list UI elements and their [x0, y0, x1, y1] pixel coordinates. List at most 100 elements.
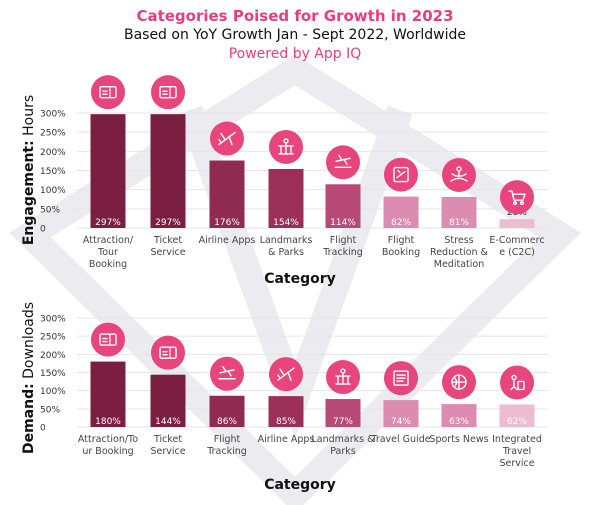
x-tick-label: Ticket	[153, 434, 182, 445]
y-tick-label: 100%	[40, 186, 66, 196]
cart-icon	[500, 180, 534, 215]
x-tick-label: Airline Apps	[258, 434, 315, 445]
x-axis-label: Category	[264, 477, 336, 493]
data-label: 81%	[449, 218, 469, 228]
bar	[325, 399, 361, 427]
x-tick-label: Parks	[330, 446, 356, 457]
chart-2: 0 50% 100% 150% 200% 250% 300%Demand: Download…	[21, 302, 548, 493]
booking-icon	[384, 157, 418, 192]
data-label: 176%	[214, 218, 240, 228]
x-tick-label: Flight	[330, 235, 357, 246]
meditation-icon	[442, 157, 476, 192]
data-label: 62%	[507, 417, 527, 427]
bar	[268, 168, 304, 228]
x-tick-label: Integrated	[492, 434, 542, 445]
y-tick-label: 200%	[40, 351, 66, 361]
page-title: Categories Poised for Growth in 2023	[136, 7, 454, 25]
data-label: 86%	[217, 417, 237, 427]
data-label: 154%	[273, 218, 299, 228]
page-subtitle: Based on YoY Growth Jan - Sept 2022, Wor…	[123, 27, 467, 43]
y-tick-label: 50%	[40, 405, 60, 415]
x-tick-label: Sports News	[429, 434, 488, 445]
x-tick-label: Tracking	[322, 247, 363, 258]
data-label: 85%	[276, 417, 296, 427]
x-axis-label: Category	[264, 271, 336, 287]
x-tick-label: Flight	[388, 235, 415, 246]
x-tick-label: Meditation	[434, 259, 484, 270]
airplane-icon	[210, 121, 244, 156]
bar	[150, 374, 186, 427]
y-axis-label: Demand: Downloads	[21, 302, 37, 454]
data-label: 297%	[155, 218, 181, 228]
x-tick-label: Flight	[214, 434, 241, 445]
x-tick-label: Stress	[444, 235, 473, 246]
x-tick-label: & Parks	[268, 247, 304, 258]
x-tick-label: Travel Guide	[370, 434, 430, 445]
y-tick-label: 100%	[40, 387, 66, 397]
bar	[383, 196, 419, 228]
powered-by: Powered by App IQ	[228, 46, 362, 62]
bar	[90, 114, 126, 228]
y-axis-label: Engagement: Hours	[21, 95, 37, 245]
x-tick-label: Service	[150, 446, 185, 457]
y-tick-label: 200%	[40, 148, 66, 158]
x-tick-label: Reduction &	[430, 247, 489, 258]
x-tick-label: Tour	[97, 247, 118, 258]
y-tick-label: 250%	[40, 333, 66, 343]
data-label: 74%	[391, 417, 411, 427]
x-tick-label: Service	[150, 247, 185, 258]
bar	[383, 400, 419, 427]
landmark-icon	[269, 129, 303, 164]
x-tick-label: E-Commerc	[489, 235, 544, 246]
x-tick-label: Landmarks &	[311, 434, 375, 445]
x-tick-label: Travel	[502, 446, 531, 457]
sports-icon	[442, 365, 476, 400]
bar	[209, 395, 245, 427]
landmark-icon	[326, 360, 360, 395]
airplane-icon	[269, 357, 303, 392]
x-tick-label: Booking	[89, 259, 127, 270]
ticket-icon	[151, 335, 185, 370]
y-tick-label: 250%	[40, 129, 66, 139]
bar	[90, 361, 126, 427]
data-label: 180%	[95, 417, 121, 427]
data-label: 144%	[155, 417, 181, 427]
data-label: 82%	[391, 218, 411, 228]
x-tick-label: Ticket	[153, 235, 182, 246]
ticket-icon	[91, 75, 125, 110]
x-tick-label: Airline Apps	[199, 235, 256, 246]
y-tick-label: 150%	[40, 369, 66, 379]
bar	[499, 219, 535, 228]
y-tick-label: 300%	[40, 110, 66, 120]
data-label: 77%	[333, 417, 353, 427]
chart-1: 0 50% 100% 150% 200% 250% 300%Engagement: Hour…	[21, 75, 548, 287]
ticket-icon	[151, 75, 185, 110]
bar	[325, 184, 361, 228]
bar	[150, 114, 186, 228]
data-label: 297%	[95, 218, 121, 228]
y-tick-label: 0	[40, 424, 46, 434]
y-tick-label: 50%	[40, 205, 60, 215]
data-label: 63%	[449, 417, 469, 427]
x-tick-label: Landmarks	[260, 235, 313, 246]
y-tick-label: 150%	[40, 167, 66, 177]
y-tick-label: 0	[40, 225, 46, 235]
x-tick-label: Attraction/	[83, 235, 134, 246]
x-tick-label: e (C2C)	[499, 247, 535, 258]
bar	[441, 404, 477, 427]
flight-icon	[326, 145, 360, 180]
x-tick-label: Service	[499, 458, 534, 469]
x-tick-label: Attraction/To	[78, 434, 138, 445]
y-tick-label: 300%	[40, 315, 66, 325]
x-tick-label: Tracking	[206, 446, 247, 457]
guide-icon	[384, 361, 418, 396]
bar	[268, 396, 304, 427]
x-tick-label: ur Booking	[82, 446, 133, 457]
bar	[499, 404, 535, 427]
flight-icon	[210, 356, 244, 391]
bar	[441, 196, 477, 228]
ticket-icon	[91, 322, 125, 357]
data-label: 114%	[330, 218, 356, 228]
